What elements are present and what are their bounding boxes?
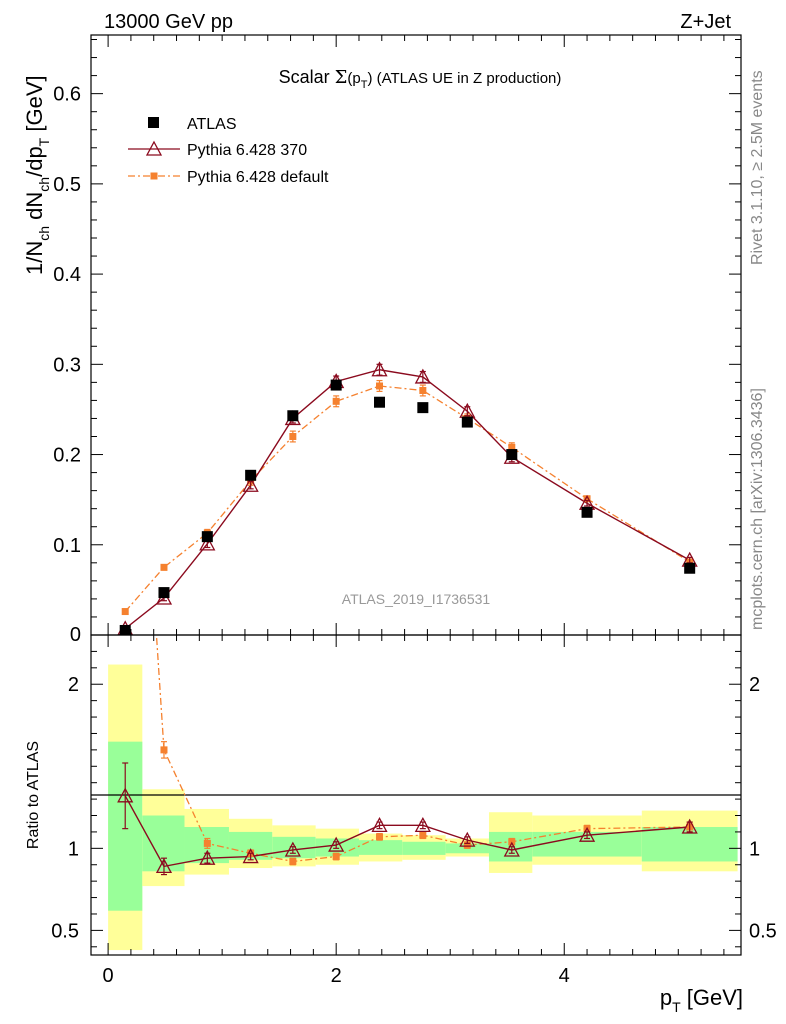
atlas-point-2 [201,531,213,543]
ratio-pythia-370-point-4 [284,841,301,857]
main-y-tick-label-2: 0.3 [53,354,81,376]
ratio-pythia-370-point-6 [371,816,388,833]
header-left: 13000 GeV pp [104,11,233,33]
mcplots-label: mcplots.cern.ch [arXiv:1306.3436] [749,388,766,630]
legend: ATLAS Pythia 6.428 370 Pythia 6.428 defa… [128,116,329,186]
atlas-point-6 [374,396,386,408]
ratio-pythia-370-point-0 [117,787,134,803]
atlas-point-0 [119,624,131,635]
ratio-pythia-370-point-11 [681,818,698,834]
title-sub: T [361,79,368,91]
x-tick-label-2: 4 [559,965,570,987]
axis-tick-labels: 0.1 0.2 0.3 0.4 0.5 0.6 0 0.5 0.5 1 1 2 2 0 2 4 [51,84,777,987]
ratio-pythia-default-point-1 [160,746,168,754]
pythia-370-point-7 [414,368,431,384]
ratio-plot-frame [90,634,742,956]
ratio-pythia-default-point-6 [376,833,384,841]
atlas-point-1 [158,587,170,599]
atlas-point-4 [287,410,299,422]
ratio-y-tick-label-left-0: 0.5 [51,920,79,942]
ratio-pythia-default-point-7 [419,831,427,839]
ratio-band-green-7 [402,841,446,855]
ratio-pythia-370-point-9 [503,841,520,857]
rivet-version-label: Rivet 3.1.10, ≥ 2.5M events [749,70,766,265]
ratio-y-tick-label-left-1: 1 [68,838,79,860]
pythia-370-point-6 [371,361,388,377]
axis-ticks [91,35,741,955]
pythia-default-point-7 [419,386,427,394]
ratio-y-tick-label-left-2: 2 [68,674,79,696]
ratio-y-axis-label: Ratio to ATLAS [25,741,42,849]
atlas-point-7 [417,402,429,414]
legend-label-pythia-default: Pythia 6.428 default [187,169,329,186]
legend-marker-pythia-370 [145,140,163,156]
ratio-y-tick-label-right-1: 1 [749,838,760,860]
pythia-370-line [124,369,691,630]
ratio-band-green-6 [358,840,403,855]
title-paren-open: (p [347,70,360,87]
x-tick-label-1: 2 [331,965,342,987]
main-y-axis-label: 1/Nch dNch/dpT [GeV] [22,75,52,275]
main-series-group [117,361,698,635]
ratio-uncertainty-bands [108,664,738,951]
main-y-tick-label-1: 0.2 [53,445,81,467]
ratio-pythia-370-point-10 [578,826,596,842]
atlas-point-5 [330,379,342,391]
atlas-point-11 [684,562,696,574]
ratio-pythia-default-point-5 [332,853,340,861]
atlas-point-8 [461,416,473,428]
ratio-pythia-370-point-5 [328,836,345,852]
ratio-pythia-default-point-0 [122,156,129,163]
ratio-band-green-5 [315,838,359,857]
legend-label-atlas: ATLAS [187,116,237,133]
main-y-tick-label-5: 0.6 [53,84,81,106]
header-right: Z+Jet [680,11,731,33]
ratio-pythia-370-point-2 [199,849,216,865]
x-tick-label-0: 0 [103,965,114,987]
ratio-pythia-370-line [124,795,690,868]
ratio-y-tick-label-right-2: 2 [749,674,760,696]
title-prefix: Scalar [279,67,335,87]
main-y-tick-label-zero: 0 [70,624,81,646]
ratio-pythia-370-point-8 [459,831,476,847]
ratio-pythia-default-point-2 [203,839,211,847]
pythia-default-point-10 [583,495,591,503]
atlas-point-9 [506,449,518,461]
ratio-pythia-370-point-3 [242,848,259,864]
main-y-tick-label-0: 0.1 [53,535,81,557]
ratio-pythia-default-point-8 [463,841,471,849]
title-suffix: ) (ATLAS UE in Z production) [367,70,561,87]
ratio-pythia-default-line [155,635,690,863]
pythia-default-point-5 [332,397,340,405]
pythia-default-point-0 [121,608,129,616]
legend-marker-atlas [148,117,159,128]
x-axis-label: pT [GeV] [660,985,743,1015]
pythia-default-point-4 [289,433,297,441]
ratio-y-tick-label-right-0: 0.5 [749,920,777,942]
main-y-tick-label-4: 0.5 [53,174,81,196]
atlas-point-10 [581,506,593,518]
legend-label-pythia-370: Pythia 6.428 370 [187,142,307,159]
ratio-pythia-370-point-7 [414,816,431,833]
pythia-default-line [124,385,691,612]
pythia-default-point-6 [376,382,384,390]
ratio-pythia-default-point-4 [289,857,297,865]
ratio-band-green-4 [272,836,316,859]
title-sigma: Σ [335,67,348,88]
atlas-point-3 [245,469,257,481]
pythia-370-point-2 [199,535,216,551]
ratio-series-group [117,156,698,876]
pythia-default-point-1 [160,563,168,571]
analysis-watermark: ATLAS_2019_I1736531 [342,591,491,607]
pythia-default-point-9 [508,443,516,451]
main-y-tick-label-3: 0.4 [53,264,81,286]
chart-title: Scalar Σ(pT) (ATLAS UE in Z production) [279,67,562,91]
legend-marker-pythia-default [150,172,158,180]
ratio-pythia-370-point-1 [155,858,173,874]
pythia-370-point-3 [242,476,259,492]
